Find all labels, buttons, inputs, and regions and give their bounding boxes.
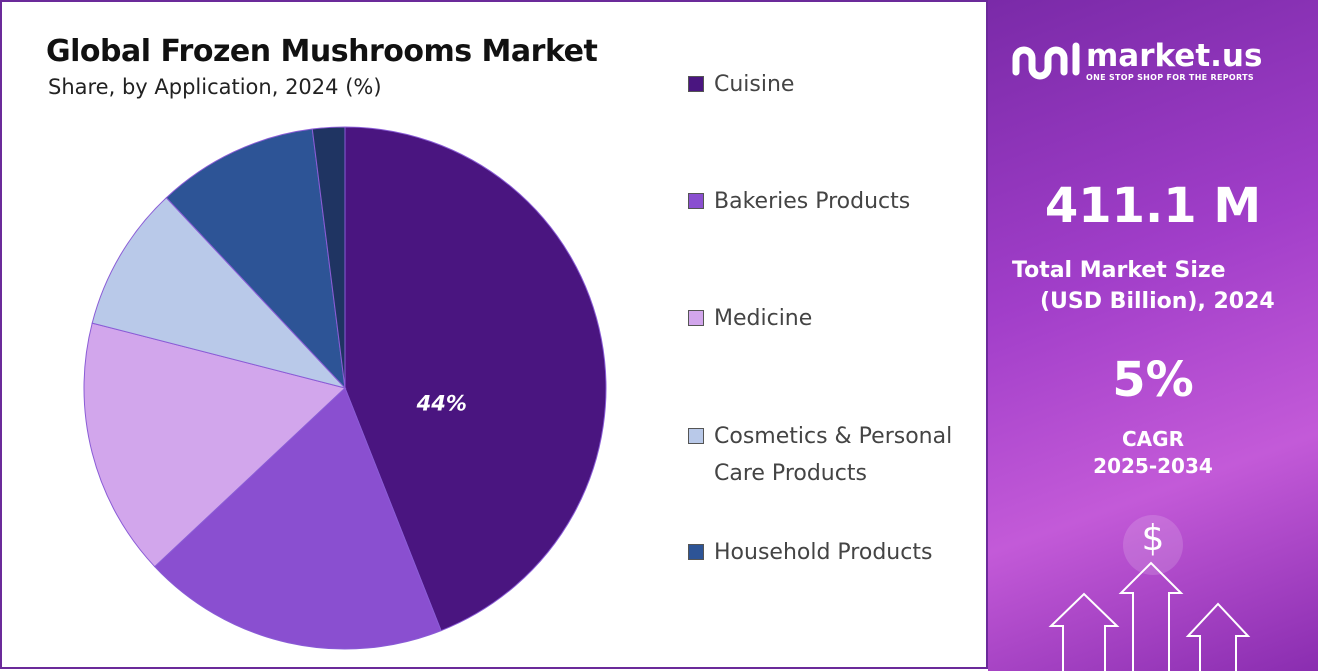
tagline: ONE STOP SHOP FOR THE REPORTS	[1086, 73, 1254, 82]
market-size-label: (USD Billion), 2024	[1040, 289, 1275, 314]
legend-swatch	[688, 428, 704, 444]
cagr-value: 5%	[1112, 352, 1194, 408]
legend-item: Household Products	[688, 534, 958, 571]
legend-label: Household Products	[714, 540, 933, 565]
dollar-circle	[1123, 515, 1183, 575]
panel-graphics	[1012, 42, 1251, 671]
pie-chart: 44%	[83, 126, 607, 650]
legend-label: Cuisine	[714, 72, 795, 97]
arrows	[1048, 561, 1251, 671]
data-label: 44%	[416, 391, 467, 415]
legend-swatch	[688, 310, 704, 326]
legend-label: Medicine	[714, 306, 813, 331]
legend-swatch	[688, 544, 704, 560]
info-panel: market.us ONE STOP SHOP FOR THE REPORTS …	[988, 0, 1318, 671]
legend-swatch	[688, 193, 704, 209]
pie-slice	[165, 128, 346, 390]
legend-item: Cosmetics & Personal Care Products	[688, 418, 958, 492]
legend-label: Cosmetics & Personal Care Products	[714, 424, 953, 486]
legend-item: Bakeries Products	[688, 183, 958, 220]
chart-title: Global Frozen Mushrooms Market	[46, 34, 598, 69]
pie-slice	[83, 322, 347, 568]
cagr-period: 2025-2034	[1093, 454, 1213, 478]
market-size-label: Total Market Size	[1012, 258, 1226, 283]
pie-slice	[154, 387, 442, 650]
legend-item: Cuisine	[688, 66, 958, 103]
logo-icon	[1012, 42, 1080, 80]
chart-subtitle: Share, by Application, 2024 (%)	[48, 75, 382, 99]
market-size: 411.1 M	[1044, 178, 1262, 234]
pie-slice	[91, 197, 347, 389]
cagr-label: CAGR	[1122, 427, 1184, 451]
brand: market.us	[1086, 38, 1263, 74]
legend-label: Bakeries Products	[714, 189, 911, 214]
dollar-icon: $	[1141, 518, 1165, 559]
pie-slice	[344, 126, 607, 632]
legend-swatch	[688, 76, 704, 92]
legend-item: Medicine	[688, 300, 958, 337]
pie-slice	[311, 126, 346, 389]
